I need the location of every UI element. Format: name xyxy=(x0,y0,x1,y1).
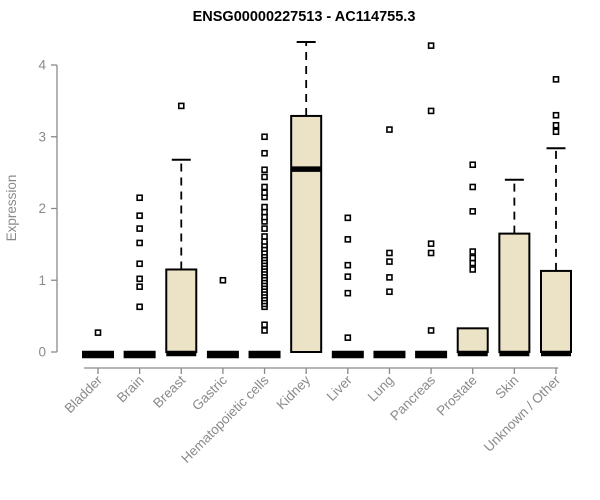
outlier-point xyxy=(261,233,268,240)
outlier-point xyxy=(261,321,268,329)
outlier-point xyxy=(552,111,560,119)
outlier-point xyxy=(469,183,477,191)
outlier-point xyxy=(427,42,435,49)
y-tick-label: 3 xyxy=(38,129,46,144)
outlier-point xyxy=(552,121,560,129)
outlier-point xyxy=(427,107,435,115)
outlier-point xyxy=(136,212,143,219)
x-tick-label: Pancreas xyxy=(387,372,438,423)
outlier-point xyxy=(469,254,477,262)
outlier-point xyxy=(344,273,352,280)
outlier-point xyxy=(136,194,143,202)
outlier-point xyxy=(469,266,477,273)
outlier-point xyxy=(261,173,268,181)
box-skin xyxy=(498,232,531,353)
x-tick-label: Bladder xyxy=(62,372,106,416)
outlier-point xyxy=(386,249,393,257)
outlier-point xyxy=(386,288,393,296)
y-tick-label: 4 xyxy=(38,58,46,73)
y-axis-label: Expression xyxy=(4,175,19,242)
outlier-point xyxy=(136,260,143,268)
outlier-point xyxy=(469,248,477,255)
outlier-point xyxy=(136,239,143,247)
outlier-point xyxy=(261,203,268,211)
outlier-point xyxy=(469,208,477,215)
outlier-point xyxy=(344,214,352,222)
y-tick-label: 2 xyxy=(38,201,46,216)
chart-title: ENSG00000227513 - AC114755.3 xyxy=(193,9,416,25)
outlier-point xyxy=(94,329,102,336)
outlier-point xyxy=(261,327,268,334)
outlier-point xyxy=(261,225,268,232)
outlier-point xyxy=(261,149,268,157)
outlier-point xyxy=(177,102,185,110)
box-kidney xyxy=(290,114,323,353)
outlier-point xyxy=(136,275,143,283)
outlier-point xyxy=(261,189,268,197)
outlier-point xyxy=(344,261,352,269)
outlier-point xyxy=(261,166,268,174)
outlier-point xyxy=(552,76,560,83)
x-tick-label: Brain xyxy=(114,373,147,406)
y-tick-label: 1 xyxy=(38,273,46,288)
x-tick-label: Skin xyxy=(492,373,521,402)
box-breast xyxy=(165,268,198,353)
outlier-point xyxy=(552,128,560,136)
box-unknown-other xyxy=(540,269,572,353)
x-tick-label: Kidney xyxy=(274,372,314,412)
outlier-point xyxy=(427,249,435,257)
outlier-point xyxy=(344,334,352,341)
x-tick-label: Gastric xyxy=(189,372,230,413)
outlier-point xyxy=(386,274,393,281)
x-tick-label: Liver xyxy=(324,372,356,404)
outlier-point xyxy=(136,225,143,232)
outlier-point xyxy=(136,303,143,311)
outlier-point xyxy=(136,283,143,291)
outlier-point xyxy=(261,133,268,141)
outlier-point xyxy=(386,258,393,265)
outlier-point xyxy=(469,161,477,169)
outlier-point xyxy=(427,327,435,334)
box-prostate xyxy=(456,327,489,354)
outlier-point xyxy=(344,236,352,243)
x-tick-label: Unknown / Other xyxy=(481,372,564,455)
x-tick-label: Lung xyxy=(365,373,397,405)
x-tick-label: Breast xyxy=(150,372,188,410)
x-tick-label: Prostate xyxy=(434,373,480,419)
outlier-point xyxy=(344,289,352,297)
outlier-point xyxy=(427,240,435,247)
outlier-point xyxy=(219,276,227,284)
outlier-point xyxy=(261,183,268,191)
y-tick-label: 0 xyxy=(38,345,46,360)
outlier-point xyxy=(386,126,393,133)
